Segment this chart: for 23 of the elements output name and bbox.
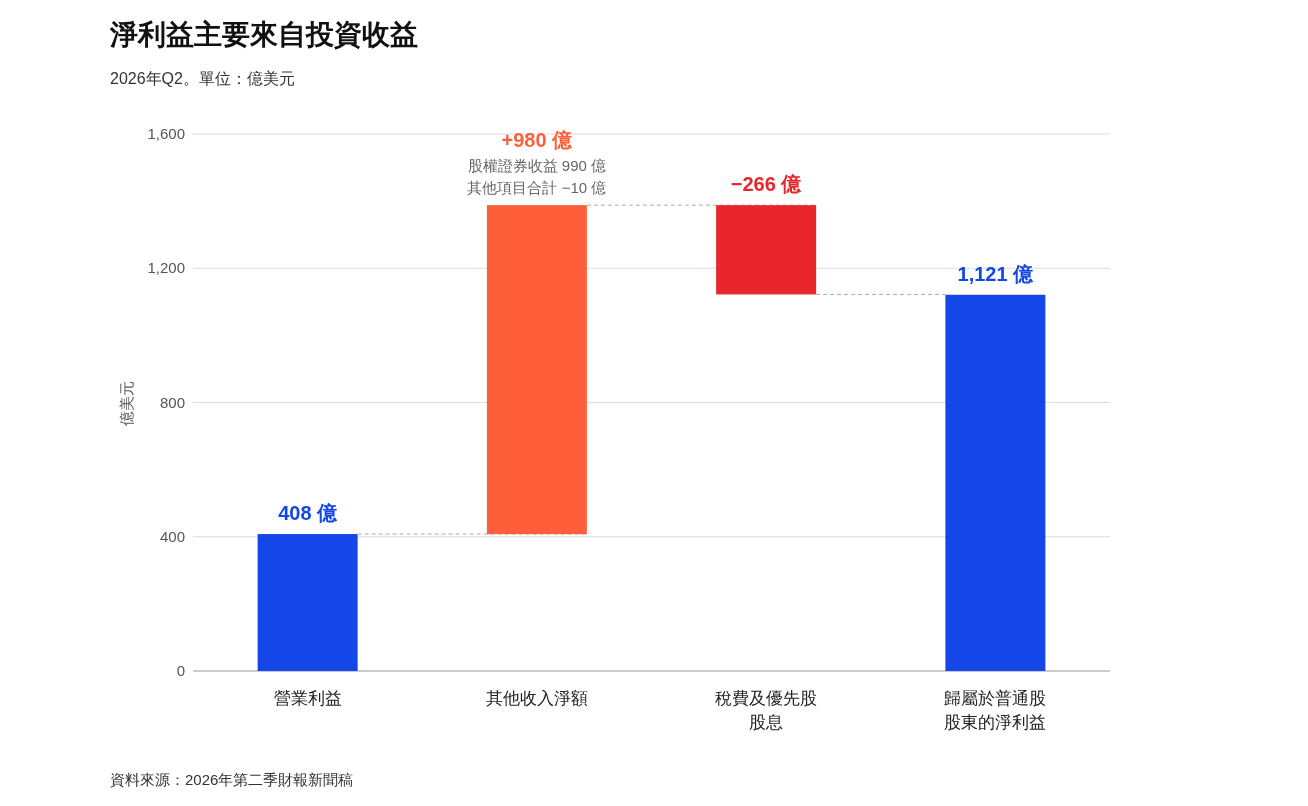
x-tick-label: 歸屬於普通股股東的淨利益 — [944, 689, 1047, 732]
y-tick-label: 1,600 — [147, 125, 185, 142]
data-label: −266 億 — [730, 173, 803, 196]
y-tick-label: 800 — [159, 393, 185, 411]
data-label: 408 億 — [278, 502, 339, 525]
data-label: 1,121 億 — [957, 262, 1035, 285]
chart-title: 淨利益主要來自投資收益 — [109, 19, 418, 50]
x-tick-label: 稅費及優先股股息 — [715, 689, 818, 732]
bar — [716, 205, 817, 295]
y-tick-label: 1,200 — [147, 259, 185, 277]
data-label: +980 億 — [501, 129, 574, 152]
y-tick-label: 0 — [176, 662, 185, 679]
source-note: 資料來源：2026年第二季財報新聞稿 — [110, 771, 354, 788]
bar — [945, 294, 1046, 671]
bar — [486, 205, 587, 535]
chart-subtitle: 2026年Q2。單位：億美元 — [110, 70, 295, 87]
x-tick-label: 營業利益 — [273, 689, 342, 708]
annotation: 股權證券收益 990 億 — [467, 157, 607, 175]
x-tick-label: 其他收入淨額 — [485, 689, 588, 708]
bar — [257, 534, 358, 671]
y-axis-title: 億美元 — [118, 380, 135, 426]
y-tick-label: 400 — [159, 527, 185, 545]
annotation: 其他項目合計 −10 億 — [467, 179, 607, 197]
